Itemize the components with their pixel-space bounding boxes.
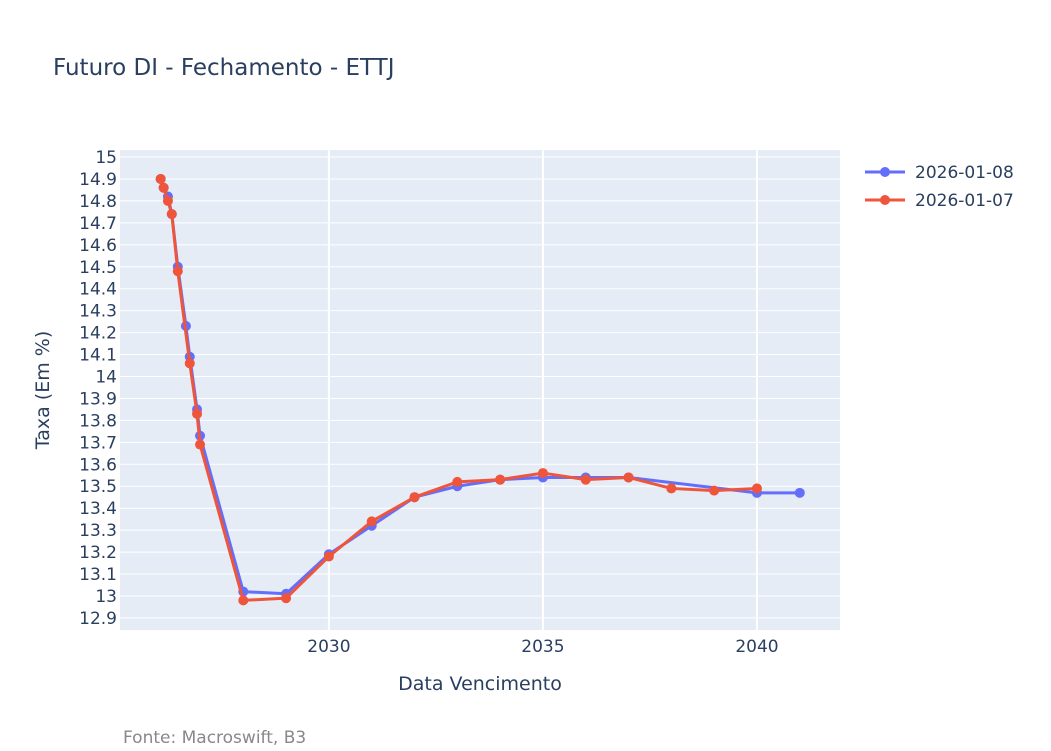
data-point[interactable] — [192, 408, 203, 419]
y-tick-label: 14.4 — [79, 280, 117, 300]
data-point[interactable] — [580, 474, 591, 485]
legend-label: 2026-01-07 — [915, 191, 1014, 211]
y-tick-label: 14.5 — [79, 258, 117, 278]
data-point[interactable] — [172, 266, 183, 277]
y-tick-label: 13.7 — [79, 433, 117, 453]
data-point[interactable] — [281, 593, 292, 604]
y-tick-label: 13.2 — [79, 543, 117, 563]
data-point[interactable] — [195, 439, 206, 450]
data-point[interactable] — [162, 195, 173, 206]
y-tick-label: 14.2 — [79, 324, 117, 344]
x-tick-label: 2040 — [735, 637, 778, 657]
data-point[interactable] — [155, 173, 166, 184]
data-point[interactable] — [158, 182, 169, 193]
y-tick-label: 14.8 — [79, 192, 117, 212]
y-tick-label: 14.1 — [79, 346, 117, 366]
data-point[interactable] — [366, 516, 377, 527]
y-tick-label: 13.8 — [79, 411, 117, 431]
x-tick-label: 2035 — [521, 637, 564, 657]
legend-label: 2026-01-08 — [915, 163, 1014, 183]
y-tick-label: 13.1 — [79, 565, 117, 585]
data-point[interactable] — [452, 476, 463, 487]
data-point[interactable] — [794, 487, 805, 498]
y-tick-label: 14.3 — [79, 302, 117, 322]
data-point[interactable] — [323, 551, 334, 562]
plot-area[interactable] — [120, 150, 840, 630]
y-tick-label: 14.7 — [79, 214, 117, 234]
legend-marker — [880, 167, 890, 177]
data-point[interactable] — [495, 474, 506, 485]
data-point[interactable] — [666, 483, 677, 494]
data-point[interactable] — [184, 358, 195, 369]
y-tick-label: 13.6 — [79, 455, 117, 475]
source-note: Fonte: Macroswift, B3 — [123, 728, 306, 748]
y-tick-label: 14 — [95, 368, 117, 388]
legend-item-2026-01-07[interactable]: 2026-01-07 — [865, 191, 1014, 211]
y-tick-label: 14.9 — [79, 170, 117, 190]
data-point[interactable] — [166, 209, 177, 220]
data-point[interactable] — [709, 485, 720, 496]
x-tick-label: 2030 — [307, 637, 350, 657]
y-tick-label: 13.4 — [79, 499, 117, 519]
y-tick-label: 12.9 — [79, 609, 117, 629]
data-point[interactable] — [751, 483, 762, 494]
data-point[interactable] — [409, 492, 420, 503]
x-axis-label: Data Vencimento — [398, 673, 562, 695]
y-tick-label: 13.3 — [79, 521, 117, 541]
y-tick-label: 15 — [95, 148, 117, 168]
data-point[interactable] — [623, 472, 634, 483]
y-axis-label: Taxa (Em %) — [32, 331, 54, 450]
data-point[interactable] — [238, 595, 249, 606]
legend-marker — [880, 195, 890, 205]
chart-title: Futuro DI - Fechamento - ETTJ — [53, 55, 395, 81]
data-point[interactable] — [537, 468, 548, 479]
y-tick-label: 13.9 — [79, 389, 117, 409]
legend-item-2026-01-08[interactable]: 2026-01-08 — [865, 163, 1014, 183]
y-tick-label: 13 — [95, 587, 117, 607]
y-tick-label: 14.6 — [79, 236, 117, 256]
y-tick-label: 13.5 — [79, 477, 117, 497]
